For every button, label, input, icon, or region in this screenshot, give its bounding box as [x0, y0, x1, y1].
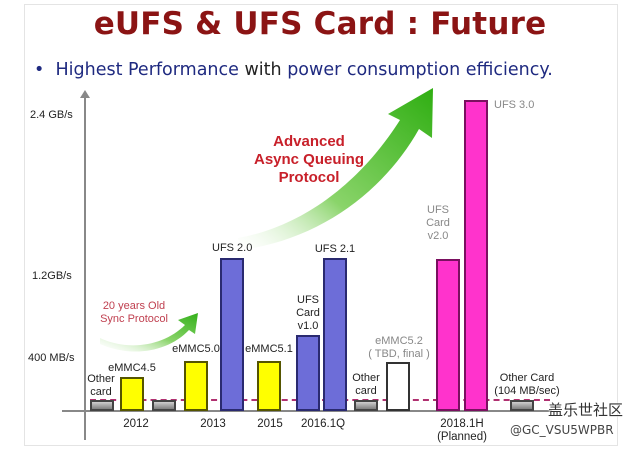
- label-line: v2.0: [427, 230, 449, 242]
- label-line: card: [90, 386, 112, 398]
- label-ufs21: UFS 2.1: [314, 243, 356, 255]
- label-ufs20: UFS 2.0: [212, 242, 253, 254]
- subtitle-highlight-2: power consumption efficiency.: [287, 60, 553, 80]
- label-line: Card: [296, 307, 320, 319]
- bar-ufs20: [220, 258, 244, 411]
- slide-title: eUFS & UFS Card : Future: [93, 6, 547, 42]
- annotation-line: Protocol: [278, 169, 340, 186]
- label-ufs-card-v10: UFS Card v1.0: [290, 294, 326, 333]
- label-emmc45: eMMC4.5: [108, 362, 156, 374]
- label-line: UFS: [297, 294, 319, 306]
- annotation-line: Async Queuing: [253, 151, 365, 168]
- y-tick-2-4gb: 2.4 GB/s: [30, 109, 73, 121]
- label-emmc52: eMMC5.2 ( TBD, final ): [366, 335, 432, 361]
- y-axis-arrowhead-icon: [80, 90, 90, 98]
- bar-other-card-2012b: [152, 400, 176, 411]
- other-card-reference-line: [90, 399, 550, 401]
- y-axis: [84, 95, 86, 440]
- label-line: Other Card: [499, 372, 555, 384]
- annotation-advanced-async: Advanced Async Queuing Protocol: [234, 133, 384, 187]
- label-line: Other: [87, 373, 115, 385]
- slide-subtitle: • Highest Performance with power consump…: [34, 60, 553, 80]
- subtitle-highlight-1: Highest Performance: [55, 60, 239, 80]
- slide-frame: [24, 4, 618, 446]
- bar-other-card-2012: [90, 400, 114, 411]
- label-line: card: [355, 385, 377, 397]
- x-tick-2018-1h: 2018.1H (Planned): [432, 418, 492, 444]
- label-emmc50: eMMC5.0: [172, 343, 220, 355]
- bar-ufs21: [323, 258, 347, 411]
- label-line: ( TBD, final ): [368, 348, 430, 360]
- bar-ufs-card-v10: [296, 335, 320, 411]
- annotation-line: Sync Protocol: [100, 313, 168, 325]
- subtitle-connector: with: [244, 60, 282, 80]
- bar-other-card-2: [354, 400, 378, 411]
- annotation-line: Advanced: [273, 133, 345, 150]
- bar-emmc45: [120, 377, 144, 411]
- bullet: •: [34, 60, 45, 80]
- label-line: (Planned): [437, 431, 487, 443]
- y-tick-1-2gb: 1.2GB/s: [32, 270, 72, 282]
- x-tick-2015: 2015: [257, 418, 283, 430]
- watermark-handle: @GC_VSU5WPBR: [510, 423, 614, 437]
- bar-other-card-3: [510, 400, 534, 411]
- bar-ufs30: [464, 100, 488, 411]
- bar-ufs-card-v20: [436, 259, 460, 411]
- bar-emmc52: [386, 362, 410, 411]
- x-axis: [62, 410, 552, 412]
- watermark-community: 盖乐世社区: [548, 401, 624, 419]
- label-ufs30: UFS 3.0: [494, 99, 535, 111]
- label-line: Other: [352, 372, 380, 384]
- label-line: (104 MB/sec): [494, 385, 560, 397]
- label-line: 2018.1H: [440, 418, 484, 430]
- label-line: UFS: [427, 204, 449, 216]
- bar-emmc51: [257, 361, 281, 411]
- label-emmc51: eMMC5.1: [245, 343, 293, 355]
- label-line: eMMC5.2: [375, 335, 423, 347]
- annotation-old-sync: 20 years Old Sync Protocol: [94, 300, 174, 326]
- label-ufs-card-v20: UFS Card v2.0: [420, 204, 456, 243]
- x-tick-2016-1q: 2016.1Q: [300, 418, 346, 430]
- annotation-line: 20 years Old: [102, 300, 166, 312]
- small-green-arrow-icon: [100, 313, 198, 352]
- bar-emmc50: [184, 361, 208, 411]
- x-tick-2012: 2012: [123, 418, 149, 430]
- label-line: Card: [426, 217, 450, 229]
- big-green-arrow-icon: [238, 88, 433, 250]
- label-line: v1.0: [297, 320, 319, 332]
- x-tick-2013: 2013: [200, 418, 226, 430]
- label-other-card-2: Other card: [348, 372, 384, 398]
- label-other-card-1: Other card: [86, 373, 116, 399]
- y-tick-400mb: 400 MB/s: [28, 352, 75, 364]
- label-other-card-3: Other Card (104 MB/sec): [494, 372, 560, 398]
